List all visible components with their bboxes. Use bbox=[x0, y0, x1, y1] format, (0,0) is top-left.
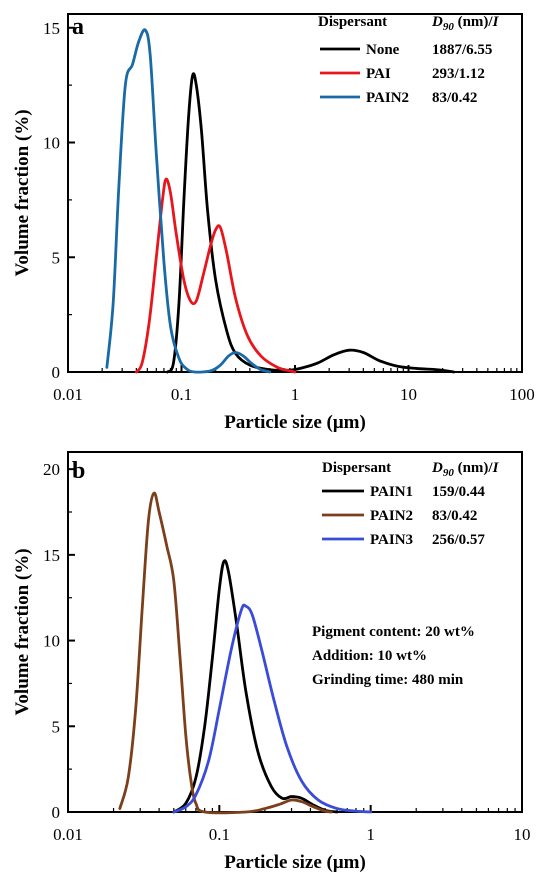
x-tick-label: 1 bbox=[291, 385, 300, 404]
x-axis-label: Particle size (μm) bbox=[224, 412, 366, 433]
y-tick-label: 15 bbox=[43, 546, 60, 565]
annotation-text: Pigment content: 20 wt% bbox=[312, 624, 475, 640]
y-axis-label: Volume fraction (%) bbox=[12, 109, 33, 276]
legend-series-name: PAIN3 bbox=[370, 532, 413, 548]
series-line-pain1 bbox=[172, 559, 339, 814]
x-tick-label: 100 bbox=[509, 385, 535, 404]
y-tick-label: 0 bbox=[52, 803, 61, 822]
legend-series-name: PAIN2 bbox=[366, 90, 409, 106]
y-tick-label: 20 bbox=[43, 460, 60, 479]
legend-series-value: 159/0.44 bbox=[432, 484, 485, 500]
y-tick-label: 15 bbox=[43, 19, 60, 38]
annotation-text: Grinding time: 480 min bbox=[312, 672, 464, 688]
x-tick-label: 0.1 bbox=[209, 825, 230, 844]
legend-series-name: None bbox=[366, 42, 400, 58]
legend-series-value: 83/0.42 bbox=[432, 90, 477, 106]
legend-header-part: 90 bbox=[443, 21, 455, 33]
panel-letter: b bbox=[72, 458, 85, 484]
x-axis-label: Particle size (μm) bbox=[224, 852, 366, 873]
legend-header-d90: D90 (nm)/I bbox=[431, 14, 500, 33]
legend-header-dispersant: Dispersant bbox=[318, 14, 387, 30]
legend-series-name: PAIN1 bbox=[370, 484, 413, 500]
y-tick-label: 10 bbox=[43, 134, 60, 153]
legend-series-name: PAIN2 bbox=[370, 508, 413, 524]
annotation-text: Addition: 10 wt% bbox=[312, 648, 427, 664]
x-tick-label: 0.01 bbox=[53, 825, 83, 844]
x-tick-label: 10 bbox=[514, 825, 531, 844]
series-line-pai bbox=[134, 177, 297, 374]
legend-header-part: I bbox=[492, 14, 500, 30]
panel-a: 0.01 0.1 1 10 100 0 5 10 15 Particle size (μm) Vol… bbox=[12, 13, 535, 433]
legend-series-value: 83/0.42 bbox=[432, 508, 477, 524]
series-line-none bbox=[165, 72, 456, 374]
y-tick-label: 10 bbox=[43, 632, 60, 651]
y-tick-label: 0 bbox=[52, 363, 61, 382]
legend-header-part: D bbox=[431, 460, 443, 476]
legend-header-part: D bbox=[431, 14, 443, 30]
legend-header-part: (nm)/ bbox=[454, 460, 494, 476]
legend-header-part: I bbox=[492, 460, 500, 476]
panel-b: 0.01 0.1 1 10 0 5 10 15 20 Particle size (μm) Volu… bbox=[12, 451, 531, 873]
legend-header-part: 90 bbox=[443, 467, 455, 479]
legend-header-part: (nm)/ bbox=[454, 14, 494, 30]
y-tick-label: 5 bbox=[52, 248, 61, 267]
legend-series-value: 1887/6.55 bbox=[432, 42, 492, 58]
legend-series-value: 293/1.12 bbox=[432, 66, 485, 82]
legend-series-value: 256/0.57 bbox=[432, 532, 485, 548]
panel-letter: a bbox=[72, 14, 84, 40]
legend-header-dispersant: Dispersant bbox=[322, 460, 391, 476]
y-tick-label: 5 bbox=[52, 717, 61, 736]
y-axis-label: Volume fraction (%) bbox=[12, 548, 33, 715]
legend-header-d90: D90 (nm)/I bbox=[431, 460, 500, 479]
x-tick-label: 0.1 bbox=[171, 385, 192, 404]
series-line-pain2 bbox=[118, 491, 333, 815]
x-tick-label: 1 bbox=[366, 825, 375, 844]
legend-series-name: PAI bbox=[366, 66, 391, 82]
x-tick-label: 0.01 bbox=[53, 385, 83, 404]
plot-frame bbox=[67, 451, 523, 813]
x-tick-label: 10 bbox=[400, 385, 417, 404]
series-line-pain2 bbox=[105, 28, 272, 374]
series-line-pain3 bbox=[172, 603, 373, 814]
